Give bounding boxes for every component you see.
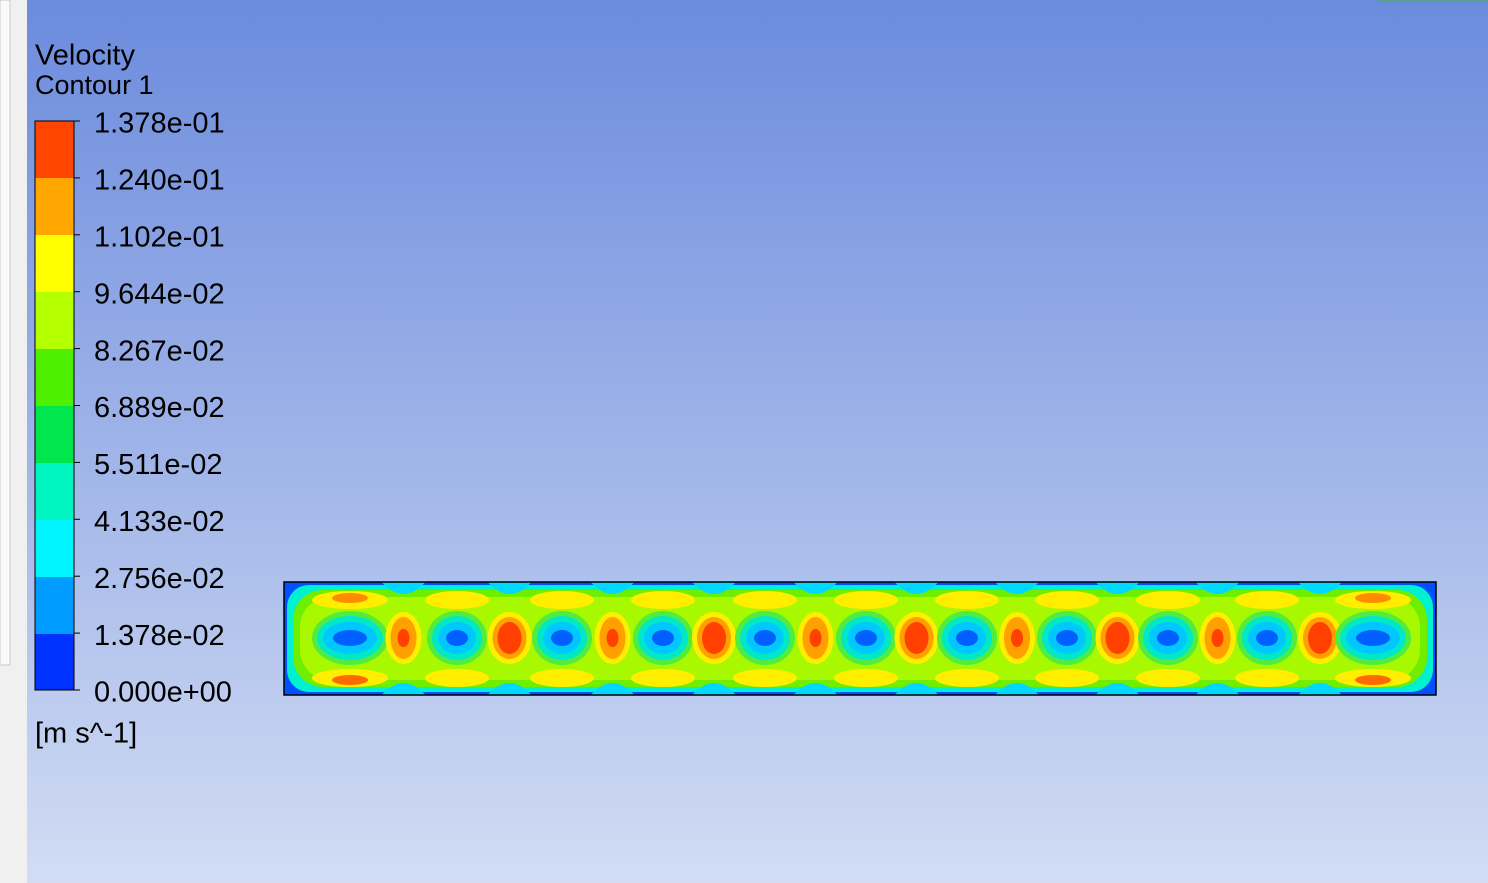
color-band — [35, 349, 74, 406]
color-band — [35, 406, 74, 463]
vortex-core — [1157, 630, 1179, 646]
yellow-lobe — [935, 669, 999, 687]
jet-core — [497, 622, 522, 654]
vortex-core — [754, 630, 776, 646]
jet-core — [702, 622, 726, 654]
velocity-contour — [283, 581, 1437, 696]
orange-lobe — [1355, 675, 1391, 685]
color-bar — [34, 120, 75, 691]
vortex-core — [652, 630, 674, 646]
edge-dip — [590, 582, 635, 594]
edge-dip — [1095, 683, 1140, 695]
edge-dip — [1195, 582, 1240, 594]
yellow-lobe — [1235, 591, 1299, 609]
edge-dip — [487, 582, 532, 594]
yellow-lobe — [1035, 669, 1099, 687]
orange-lobe — [332, 675, 368, 685]
color-band — [35, 178, 74, 235]
yellow-lobe — [425, 591, 489, 609]
jet-core — [397, 629, 410, 647]
legend-label: 1.240e-01 — [94, 165, 225, 197]
legend-label: 2.756e-02 — [94, 563, 225, 595]
edge-dip — [1298, 582, 1342, 594]
edge-dip — [692, 582, 736, 594]
edge-dip — [995, 683, 1039, 695]
edge-dip — [487, 683, 532, 695]
top-edge-mark — [1378, 0, 1488, 2]
vortex-core — [446, 630, 468, 646]
legend-label: 0.000e+00 — [94, 677, 232, 709]
jet-core — [1011, 629, 1023, 647]
yellow-lobe — [1235, 669, 1299, 687]
legend-label: 1.102e-01 — [94, 221, 225, 253]
yellow-lobe — [530, 591, 594, 609]
orange-lobe — [332, 593, 368, 603]
color-band — [35, 520, 74, 577]
vortex-core — [956, 630, 978, 646]
edge-dip — [1298, 683, 1342, 695]
legend-subtitle: Contour 1 — [35, 70, 154, 100]
legend-title: Velocity — [35, 40, 135, 72]
yellow-lobe — [834, 591, 898, 609]
jet-core — [1105, 622, 1130, 654]
legend-label: 5.511e-02 — [94, 449, 222, 481]
domain-frame — [283, 581, 1437, 696]
color-band — [35, 235, 74, 292]
vortex-core — [551, 630, 573, 646]
edge-dip — [894, 582, 939, 594]
jet-core — [904, 622, 929, 654]
vortex-core — [333, 630, 367, 646]
yellow-lobe — [530, 669, 594, 687]
yellow-lobe — [631, 591, 695, 609]
color-band — [35, 463, 74, 520]
edge-dip — [1095, 582, 1140, 594]
color-band — [35, 121, 74, 178]
edge-dip — [692, 683, 736, 695]
vortex-core — [1256, 630, 1278, 646]
legend-unit: [m s^-1] — [35, 718, 137, 750]
vortex-core — [855, 630, 877, 646]
color-band — [35, 577, 74, 634]
jet-core — [1211, 629, 1224, 647]
jet-core — [809, 629, 822, 647]
vortex-core — [1056, 630, 1078, 646]
legend-label: 9.644e-02 — [94, 278, 225, 310]
edge-dip — [894, 683, 939, 695]
edge-dip — [995, 582, 1039, 594]
edge-dip — [793, 683, 838, 695]
edge-dip — [590, 683, 635, 695]
side-panel-edge — [0, 0, 11, 666]
yellow-lobe — [631, 669, 695, 687]
legend-ticks: 1.378e-01 1.240e-01 1.102e-01 9.644e-02 8.26… — [74, 108, 232, 709]
yellow-lobe — [1136, 591, 1200, 609]
legend-label: 6.889e-02 — [94, 392, 225, 424]
legend-label: 1.378e-02 — [94, 620, 225, 652]
legend-label: 1.378e-01 — [94, 108, 225, 140]
legend-label: 8.267e-02 — [94, 335, 225, 367]
orange-lobe — [1355, 593, 1391, 603]
color-band — [35, 634, 74, 690]
jet-core — [1308, 622, 1332, 654]
yellow-lobe — [834, 669, 898, 687]
yellow-lobe — [425, 669, 489, 687]
yellow-lobe — [1035, 591, 1099, 609]
edge-dip — [381, 683, 426, 695]
yellow-lobe — [1136, 669, 1200, 687]
yellow-lobe — [733, 591, 797, 609]
edge-dip — [793, 582, 838, 594]
contour-field — [287, 582, 1433, 695]
yellow-lobe — [733, 669, 797, 687]
edge-dip — [381, 582, 426, 594]
color-band — [35, 292, 74, 349]
edge-dip — [1195, 683, 1240, 695]
yellow-lobe — [935, 591, 999, 609]
jet-core — [606, 629, 619, 647]
vortex-core — [1356, 630, 1390, 646]
legend-label: 4.133e-02 — [94, 506, 225, 538]
